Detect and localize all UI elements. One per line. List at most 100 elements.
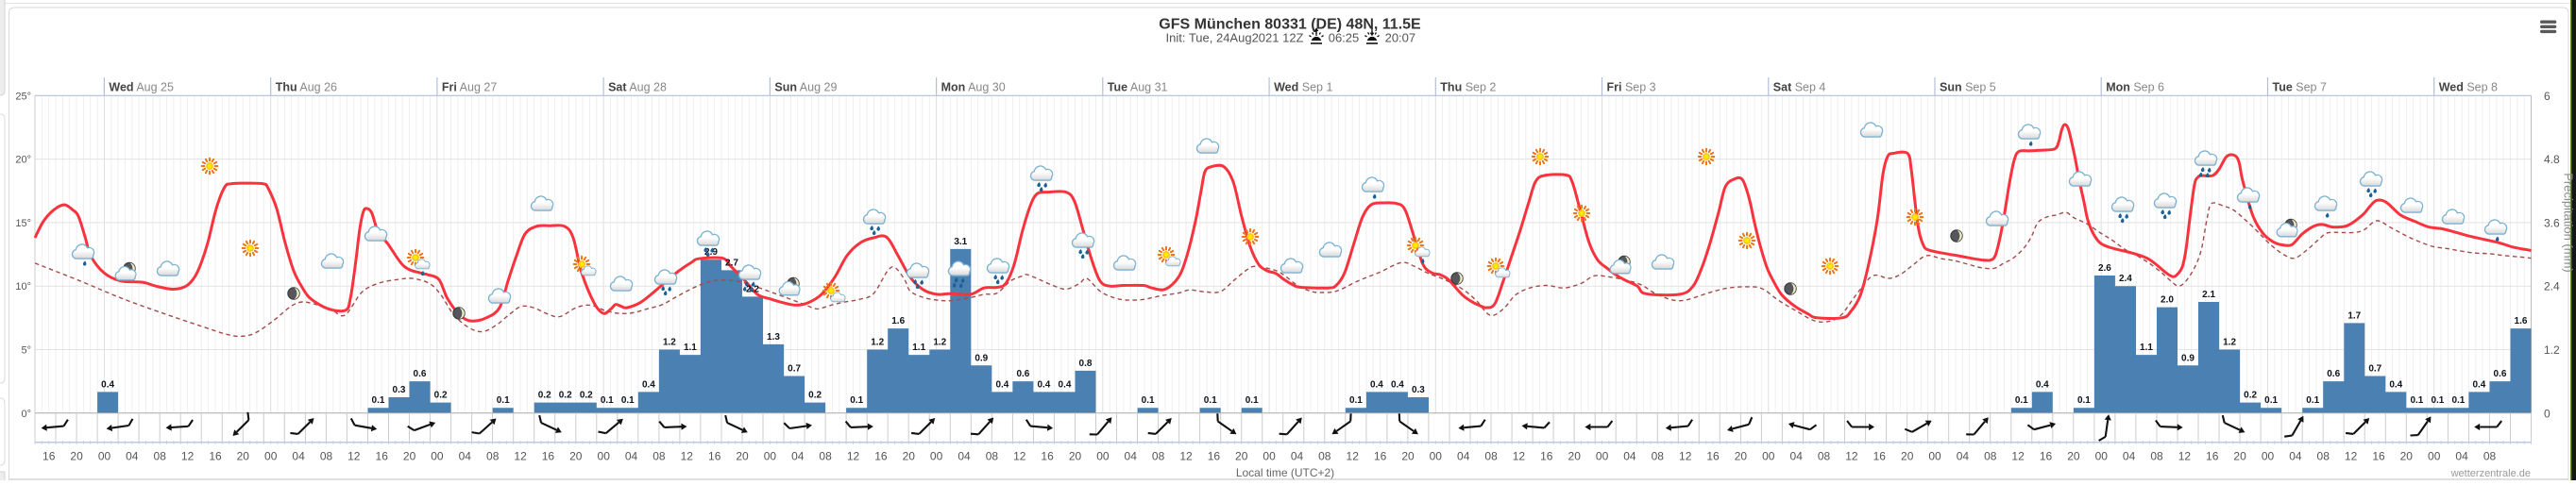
svg-text:Precipitation (mm): Precipitation (mm): [2562, 173, 2576, 272]
svg-text:20: 20: [2400, 450, 2414, 463]
svg-text:Thu Aug 26: Thu Aug 26: [276, 81, 337, 94]
svg-text:16: 16: [1041, 450, 1054, 463]
svg-text:08: 08: [819, 450, 832, 463]
svg-text:04: 04: [2455, 450, 2468, 463]
svg-text:0.6: 0.6: [414, 369, 427, 379]
svg-text:20: 20: [403, 450, 416, 463]
svg-text:20: 20: [1235, 450, 1248, 463]
svg-text:2.4: 2.4: [2119, 274, 2132, 284]
svg-text:wetterzentrale.de: wetterzentrale.de: [2450, 468, 2531, 479]
svg-text:0.2: 0.2: [538, 391, 551, 401]
svg-text:00: 00: [1762, 450, 1775, 463]
svg-text:1.1: 1.1: [912, 343, 925, 353]
svg-text:0.9: 0.9: [2181, 353, 2195, 363]
svg-text:GFS München 80331 (DE) 48N, 11: GFS München 80331 (DE) 48N, 11.5E: [1159, 17, 1421, 33]
svg-text:16: 16: [209, 450, 222, 463]
svg-text:0: 0: [2544, 407, 2551, 420]
svg-text:3.1: 3.1: [954, 237, 967, 247]
svg-text:0.1: 0.1: [1349, 395, 1363, 406]
svg-text:Wed Aug 25: Wed Aug 25: [109, 81, 174, 94]
svg-text:Mon Sep 6: Mon Sep 6: [2106, 81, 2164, 94]
svg-text:04: 04: [1790, 450, 1804, 463]
svg-text:0.4: 0.4: [1391, 379, 1404, 390]
svg-text:12: 12: [681, 450, 694, 463]
svg-text:0.2: 0.2: [434, 391, 448, 401]
svg-text:Sat Aug 28: Sat Aug 28: [608, 81, 667, 94]
svg-text:04: 04: [958, 450, 971, 463]
svg-text:Fri Sep 3: Fri Sep 3: [1607, 81, 1656, 94]
svg-text:2.9: 2.9: [704, 247, 718, 258]
svg-text:08: 08: [320, 450, 333, 463]
svg-text:Tue Aug 31: Tue Aug 31: [1108, 81, 1168, 94]
svg-text:00: 00: [598, 450, 611, 463]
svg-text:0.6: 0.6: [1016, 369, 1029, 379]
svg-text:0.4: 0.4: [2036, 379, 2049, 390]
svg-text:0.1: 0.1: [850, 395, 863, 406]
svg-text:0.2: 0.2: [808, 391, 822, 401]
svg-text:0.4: 0.4: [1037, 379, 1050, 390]
svg-text:12: 12: [514, 450, 527, 463]
svg-text:08: 08: [486, 450, 500, 463]
svg-text:04: 04: [1623, 450, 1636, 463]
svg-text:12: 12: [1513, 450, 1526, 463]
svg-text:2.6: 2.6: [2098, 263, 2111, 274]
svg-text:00: 00: [2428, 450, 2441, 463]
svg-text:4.8: 4.8: [2544, 153, 2560, 166]
svg-text:00: 00: [930, 450, 943, 463]
svg-text:04: 04: [1457, 450, 1470, 463]
svg-text:12: 12: [2178, 450, 2192, 463]
svg-text:16: 16: [376, 450, 389, 463]
svg-text:0.4: 0.4: [1059, 379, 1072, 390]
svg-text:16: 16: [1540, 450, 1553, 463]
svg-text:00: 00: [2262, 450, 2275, 463]
svg-text:12: 12: [1347, 450, 1360, 463]
svg-text:0.1: 0.1: [1246, 395, 1259, 406]
svg-text:08: 08: [1652, 450, 1665, 463]
svg-text:08: 08: [986, 450, 999, 463]
svg-text:08: 08: [1318, 450, 1331, 463]
svg-text:12: 12: [347, 450, 361, 463]
svg-text:20: 20: [237, 450, 250, 463]
svg-text:20: 20: [903, 450, 916, 463]
svg-text:Fri Aug 27: Fri Aug 27: [442, 81, 497, 94]
svg-text:00: 00: [98, 450, 111, 463]
svg-text:0.6: 0.6: [2494, 369, 2507, 379]
svg-text:08: 08: [2483, 450, 2497, 463]
svg-text:Wed Sep 1: Wed Sep 1: [1274, 81, 1332, 94]
svg-text:20: 20: [70, 450, 83, 463]
svg-text:1.1: 1.1: [2140, 343, 2153, 353]
svg-text:16: 16: [1374, 450, 1387, 463]
svg-text:Sat Sep 4: Sat Sep 4: [1773, 81, 1826, 94]
svg-text:00: 00: [764, 450, 777, 463]
svg-text:1.2: 1.2: [871, 338, 884, 348]
svg-text:Tue Sep 7: Tue Sep 7: [2273, 81, 2327, 94]
svg-text:1.2: 1.2: [2544, 343, 2560, 357]
svg-text:16: 16: [2206, 450, 2219, 463]
svg-text:12: 12: [1179, 450, 1193, 463]
svg-text:06:25: 06:25: [1329, 31, 1360, 45]
svg-text:0.2: 0.2: [580, 391, 593, 401]
svg-text:0°: 0°: [21, 409, 31, 420]
svg-text:0.8: 0.8: [1079, 359, 1093, 369]
svg-text:1.6: 1.6: [2515, 316, 2528, 326]
svg-text:16: 16: [542, 450, 555, 463]
svg-text:0.1: 0.1: [2431, 395, 2444, 406]
svg-text:0.1: 0.1: [2451, 395, 2465, 406]
svg-text:04: 04: [625, 450, 638, 463]
svg-text:20: 20: [1901, 450, 1914, 463]
svg-text:16: 16: [2372, 450, 2385, 463]
svg-text:0.4: 0.4: [1370, 379, 1383, 390]
svg-text:04: 04: [2289, 450, 2302, 463]
svg-text:Sun Aug 29: Sun Aug 29: [774, 81, 837, 94]
svg-text:20: 20: [1069, 450, 1082, 463]
svg-text:08: 08: [1152, 450, 1165, 463]
svg-text:20:07: 20:07: [1385, 31, 1416, 45]
svg-text:12: 12: [1845, 450, 1858, 463]
svg-text:04: 04: [1125, 450, 1138, 463]
svg-text:16: 16: [1208, 450, 1221, 463]
svg-text:16: 16: [42, 450, 56, 463]
svg-text:16: 16: [1706, 450, 1720, 463]
svg-text:5°: 5°: [21, 345, 31, 357]
svg-text:0.1: 0.1: [2077, 395, 2091, 406]
svg-text:08: 08: [1484, 450, 1498, 463]
